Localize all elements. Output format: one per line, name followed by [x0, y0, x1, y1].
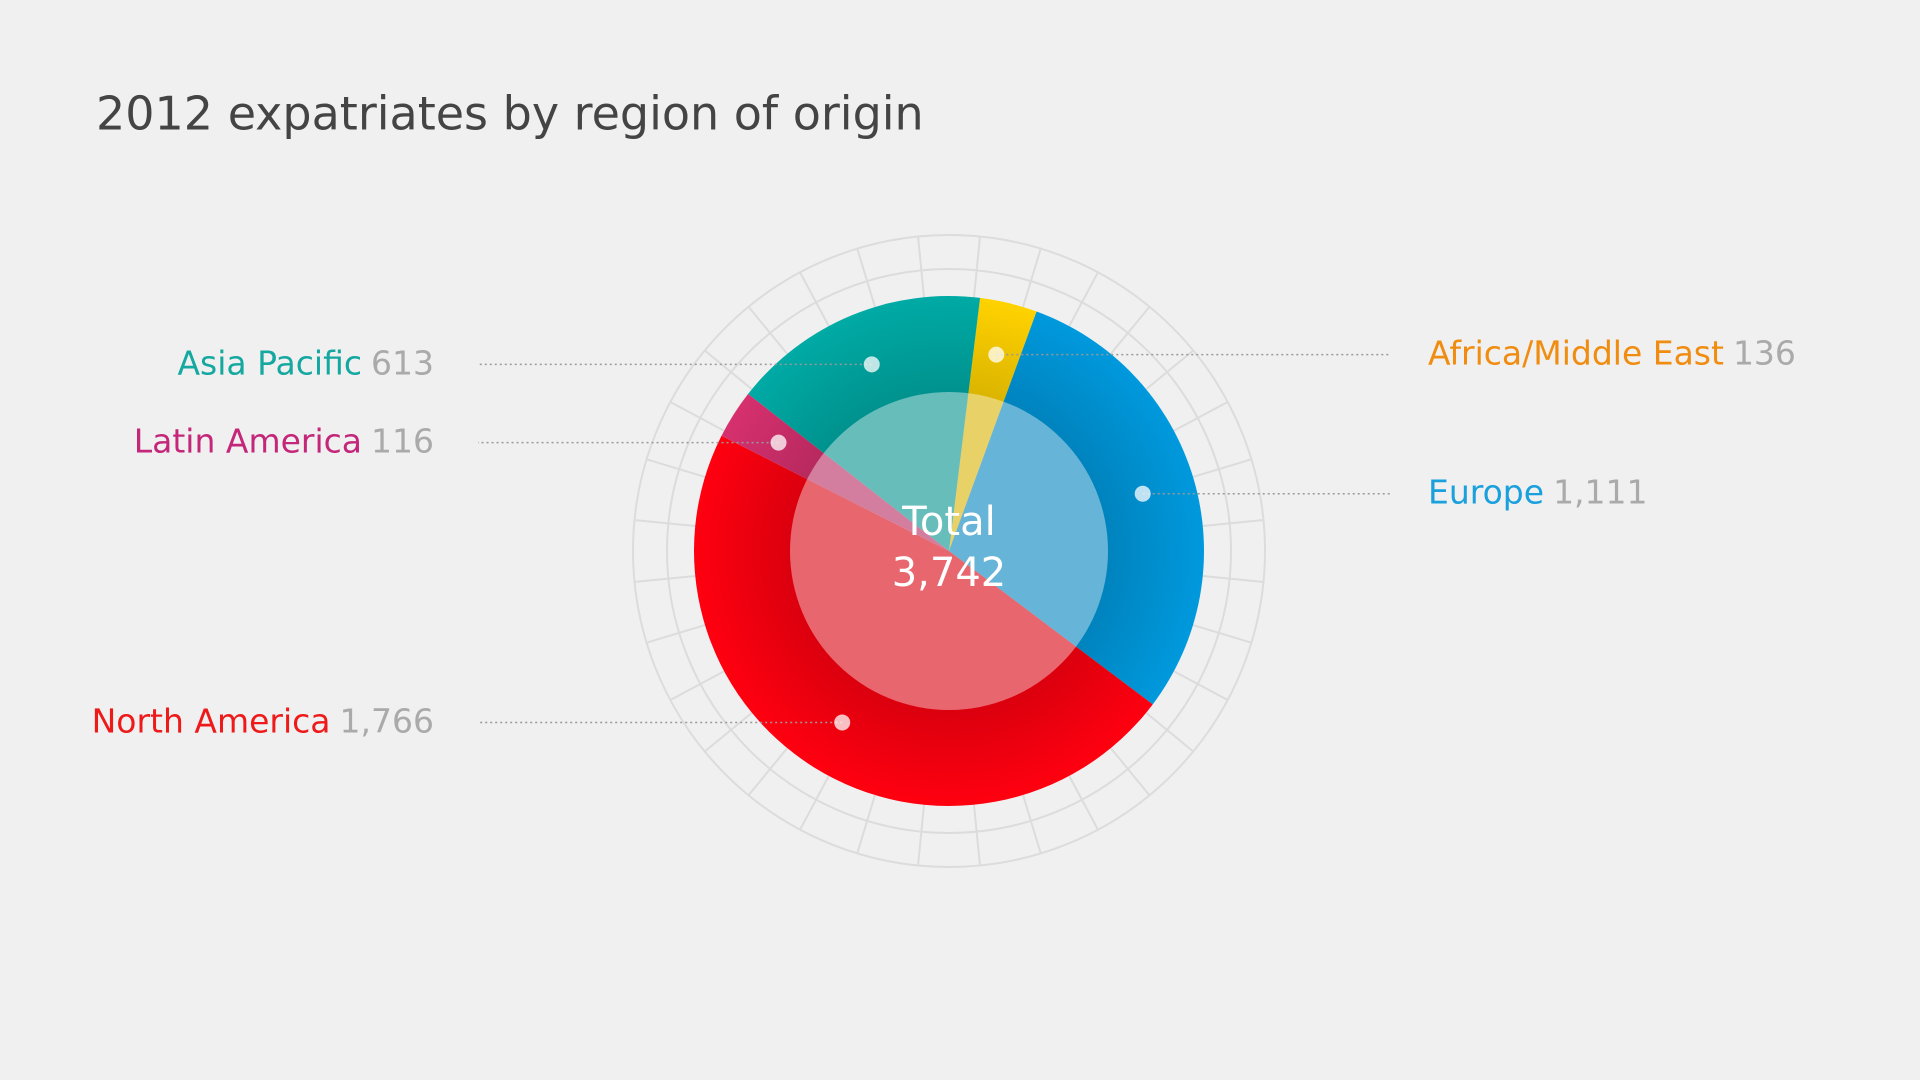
category-name: Europe	[1428, 472, 1544, 511]
grid-spoke	[1022, 248, 1042, 308]
grid-spoke	[1192, 624, 1252, 644]
grid-spoke	[1068, 271, 1099, 327]
grid-spoke	[972, 804, 981, 866]
grid-spoke	[917, 236, 926, 298]
grid-spoke	[704, 711, 753, 753]
grid-spoke	[972, 236, 981, 298]
grid-spoke	[634, 574, 696, 583]
slice-shade	[694, 296, 1204, 806]
slice-label: Europe 1,111	[1428, 472, 1648, 511]
grid-spoke	[1202, 519, 1264, 528]
grid-ring	[632, 234, 1266, 868]
grid-spoke	[799, 775, 830, 831]
grid-spoke	[1145, 711, 1194, 753]
value-label: 613	[371, 343, 434, 382]
grid-spoke	[1145, 349, 1194, 391]
slice-label: North America 1,766	[92, 701, 434, 740]
polar-grid	[632, 234, 1266, 868]
slice-label: Latin America 116	[134, 421, 434, 460]
slice-dot	[863, 356, 880, 373]
grid-ring	[666, 268, 1232, 834]
category-name: Asia Pacific	[177, 343, 362, 382]
grid-spoke	[1202, 574, 1264, 583]
value-label: 1,111	[1553, 472, 1647, 511]
value-label: 1,766	[340, 701, 434, 740]
center-label: Total	[901, 499, 995, 545]
center-disc	[790, 392, 1108, 710]
plot: Africa/Middle East 136 Europe 1,111 North Am…	[92, 296, 1796, 807]
grid-spoke	[1109, 747, 1151, 796]
grid-spoke	[1109, 306, 1151, 355]
value-label: 136	[1733, 333, 1796, 372]
grid-spoke	[917, 804, 926, 866]
chart-title: 2012 expatriates by region of origin	[96, 87, 924, 141]
grid-spoke	[856, 794, 876, 854]
grid-spoke	[1173, 401, 1229, 432]
category-name: Latin America	[134, 421, 362, 460]
grid-spoke	[1068, 775, 1099, 831]
grid-spoke	[1173, 670, 1229, 701]
slice-dot	[770, 434, 787, 451]
grid-spoke	[856, 248, 876, 308]
grid-spoke	[704, 349, 753, 391]
slice-label: Africa/Middle East 136	[1428, 333, 1796, 372]
grid-spoke	[1022, 794, 1042, 854]
grid-spoke	[646, 458, 706, 478]
grid-spoke	[747, 747, 789, 796]
grid-spoke	[1192, 458, 1252, 478]
grid-spoke	[799, 271, 830, 327]
slice-label: Asia Pacific 613	[177, 343, 434, 382]
grid-spoke	[669, 401, 725, 432]
grid-spoke	[634, 519, 696, 528]
slice-dot	[988, 346, 1005, 363]
grid-spoke	[669, 670, 725, 701]
category-name: Africa/Middle East	[1428, 333, 1724, 372]
value-label: 116	[371, 421, 434, 460]
category-name: North America	[92, 701, 331, 740]
slice-dot	[1134, 485, 1151, 502]
slice-dot	[834, 714, 851, 731]
grid-spoke	[646, 624, 706, 644]
center-value: 3,742	[892, 550, 1007, 596]
grid-spoke	[747, 306, 789, 355]
